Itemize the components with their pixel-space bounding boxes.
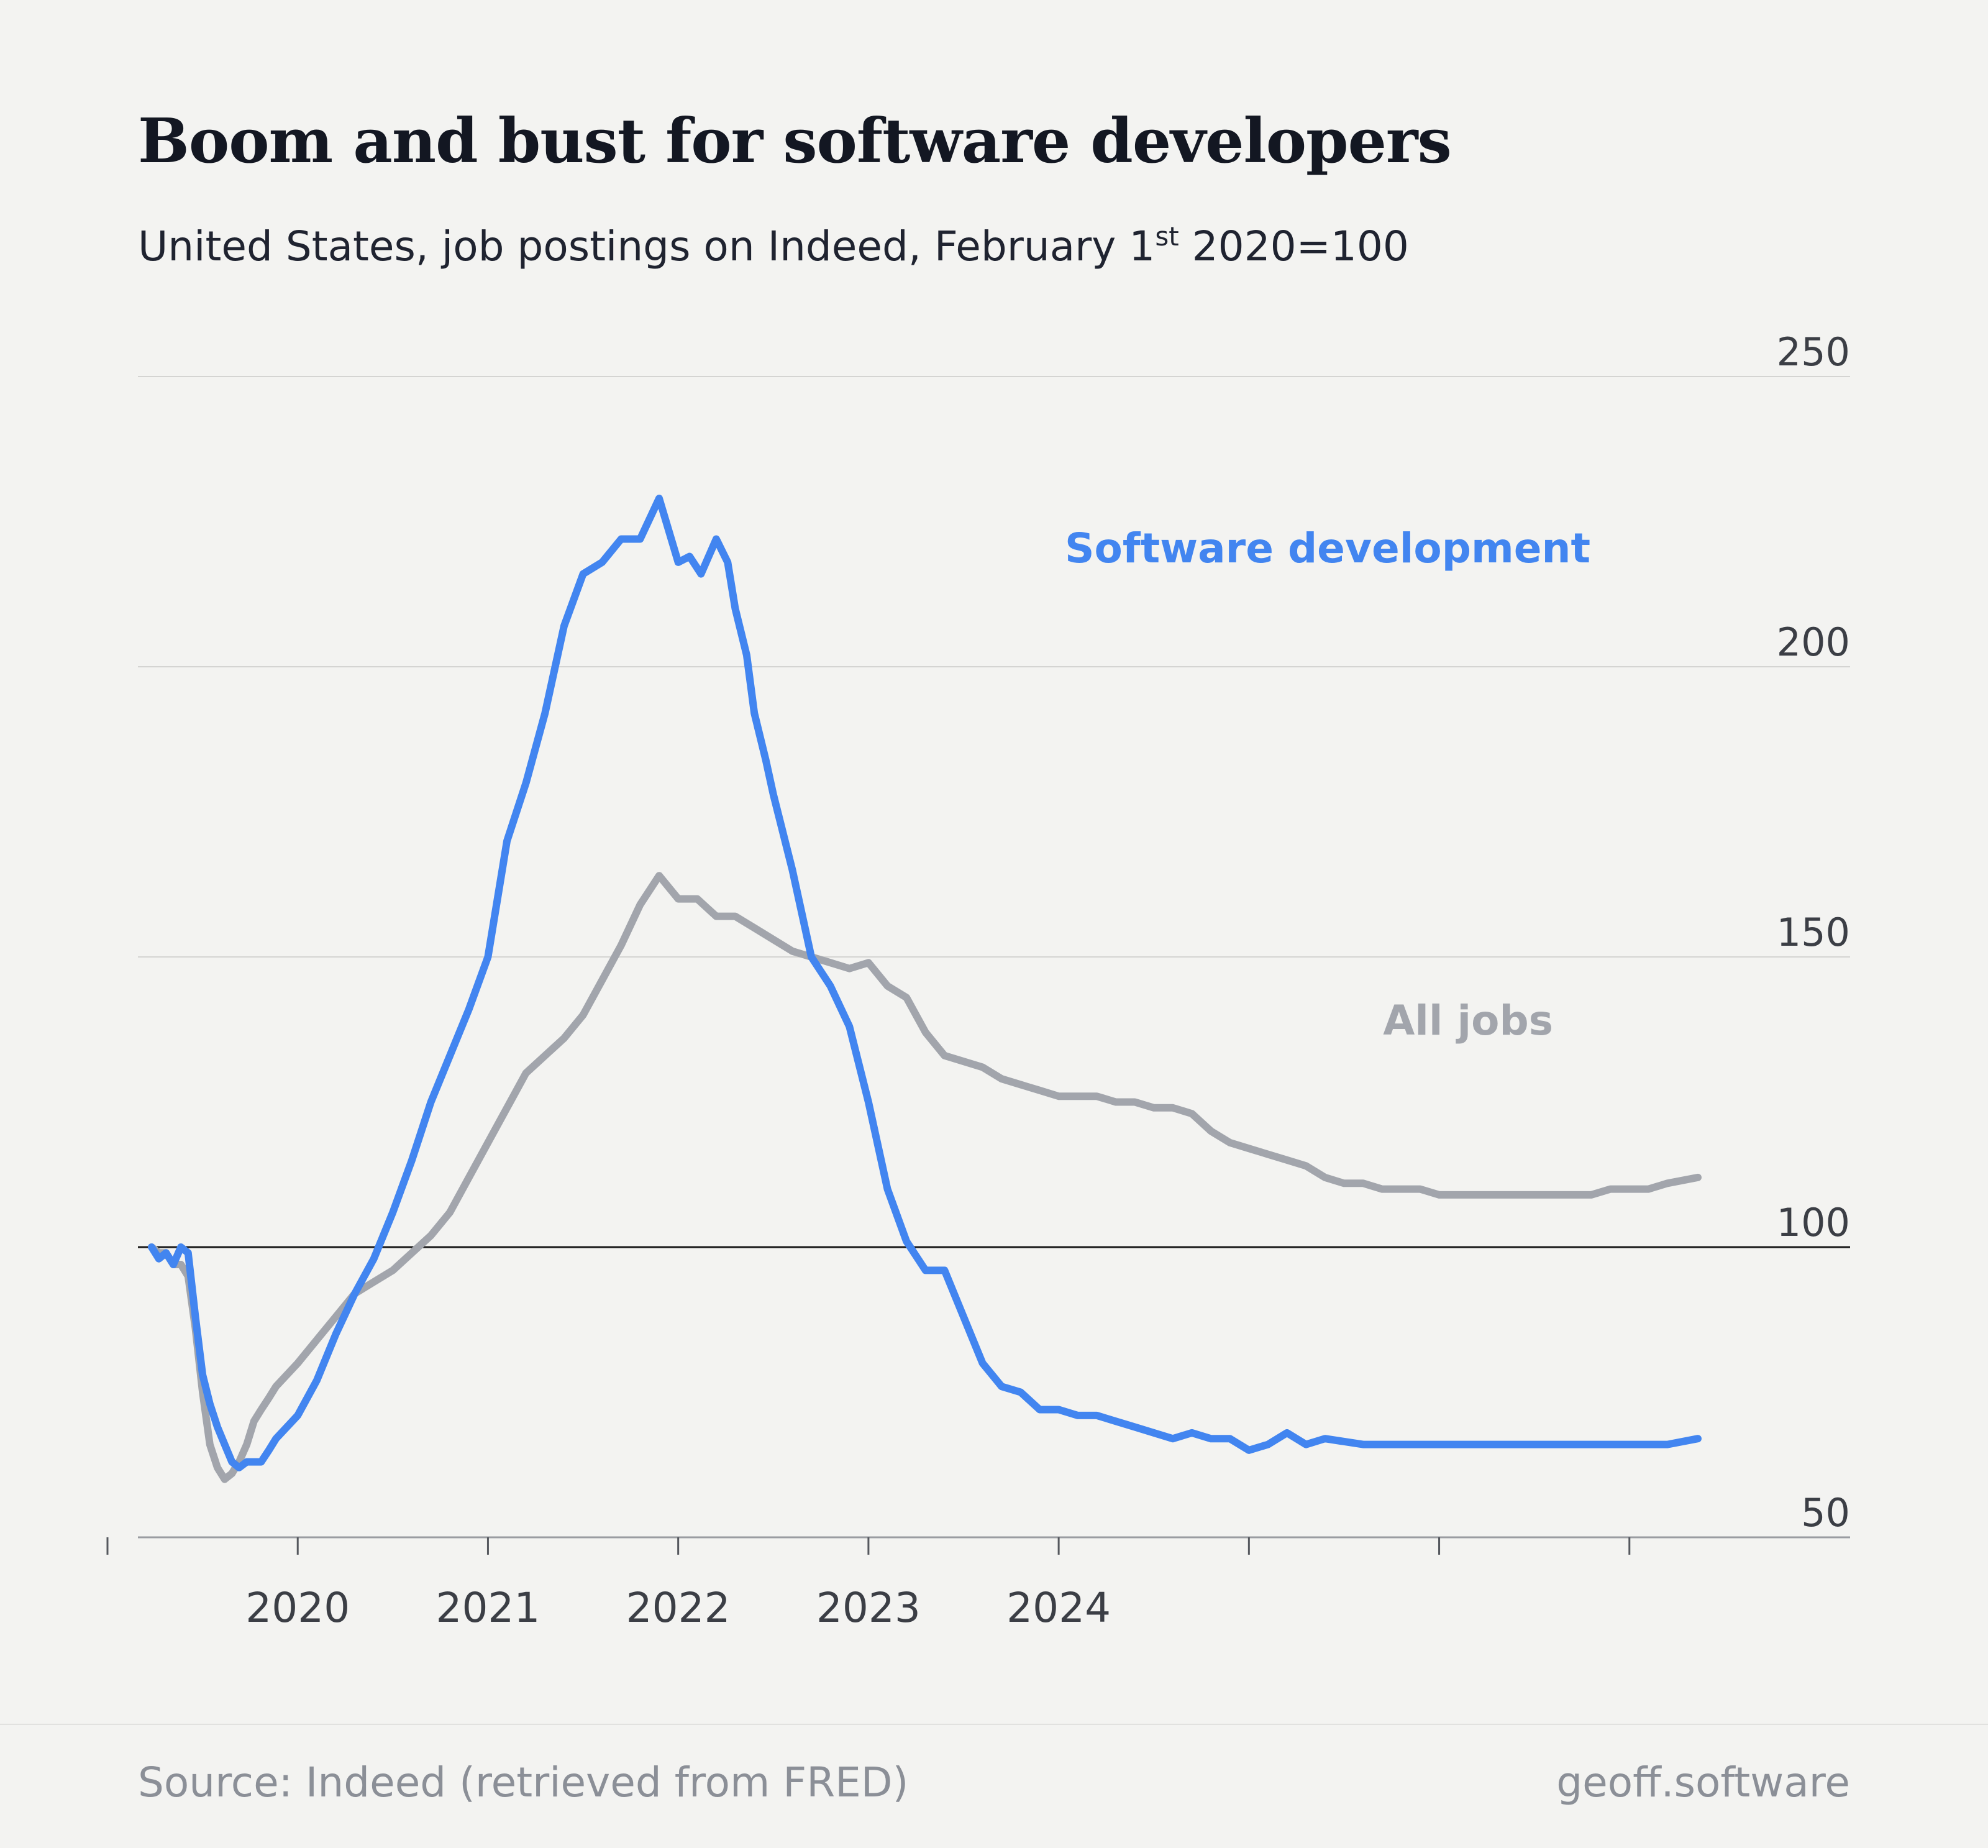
grid-layer	[138, 376, 1850, 1538]
x-tick-label-2022: 2022	[626, 1584, 731, 1632]
subtitle-suffix: 2020=100	[1179, 222, 1409, 270]
tick-layer: 50 100 150 200 250 2020 2021 2022 2023 2024	[106, 329, 1850, 1632]
line-chart: 50 100 150 200 250 2020 2021 2022 2023 2024 Softw…	[106, 329, 1850, 1632]
y-tick-label-250: 250	[1777, 329, 1850, 375]
x-tick-label-2023: 2023	[816, 1584, 921, 1632]
footer-divider	[0, 1724, 1988, 1725]
all-jobs-label: All jobs	[1383, 997, 1553, 1045]
y-tick-label-150: 150	[1777, 910, 1850, 955]
y-tick-label-100: 100	[1777, 1200, 1850, 1245]
subtitle-text: United States, job postings on Indeed, F…	[138, 222, 1156, 270]
x-tick-label-2020: 2020	[245, 1584, 350, 1632]
subtitle-superscript: st	[1155, 221, 1179, 252]
chart-title: Boom and bust for software developers	[138, 106, 1452, 177]
source-note: Source: Indeed (retrieved from FRED)	[138, 1759, 909, 1806]
y-tick-label-200: 200	[1777, 620, 1850, 665]
label-layer: Software development All jobs	[1065, 524, 1590, 1045]
series-layer	[148, 495, 1702, 1483]
credit-link[interactable]: geoff.software	[1556, 1759, 1850, 1806]
y-tick-label-50: 50	[1801, 1490, 1850, 1535]
software-development-label: Software development	[1065, 524, 1590, 572]
software-development-line	[148, 495, 1702, 1471]
chart-subtitle: United States, job postings on Indeed, F…	[138, 222, 1409, 270]
x-tick-label-2024: 2024	[1006, 1584, 1111, 1632]
x-tick-label-2021: 2021	[435, 1584, 540, 1632]
all-jobs-line	[148, 872, 1702, 1483]
